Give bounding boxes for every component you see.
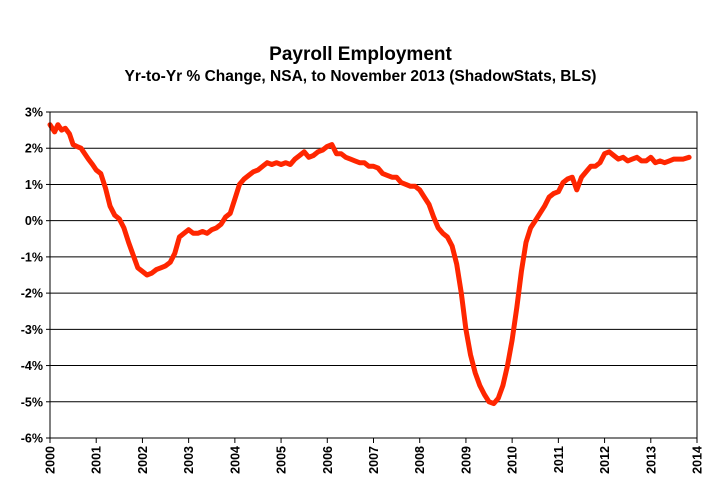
x-tick-label: 2002 xyxy=(136,446,150,474)
y-tick-label: 3% xyxy=(25,106,43,120)
x-tick-label: 2010 xyxy=(506,446,520,474)
x-axis-ticks: 2000 2001 2002 2003 2004 2005 2006 2007 2008 2009… xyxy=(44,438,705,474)
chart-subtitle: Yr-to-Yr % Change, NSA, to November 2013… xyxy=(124,68,597,85)
plot-area-frame xyxy=(49,111,698,439)
y-tick-label: 0% xyxy=(25,214,43,228)
x-tick-label: 2000 xyxy=(44,446,58,474)
y-tick-label: -4% xyxy=(21,359,43,373)
chart-title: Payroll Employment xyxy=(269,44,452,65)
x-tick-label: 2013 xyxy=(644,446,658,474)
y-tick-label: -6% xyxy=(21,432,43,446)
y-tick-label: -5% xyxy=(21,395,43,409)
x-tick-label: 2009 xyxy=(459,446,473,474)
series-line-payroll xyxy=(47,122,692,407)
y-axis-ticks: 3% 2% 1% 0% -1% -2% -3% -4% -5% -6% xyxy=(21,106,50,446)
x-tick-label: 2006 xyxy=(321,446,335,474)
y-tick-label: -3% xyxy=(21,323,43,337)
y-tick-label: -2% xyxy=(21,287,43,301)
x-tick-label: 2014 xyxy=(691,446,705,474)
x-tick-label: 2003 xyxy=(182,446,196,474)
x-tick-label: 2012 xyxy=(598,446,612,474)
y-tick-label: 1% xyxy=(25,178,43,192)
x-tick-label: 2001 xyxy=(90,446,104,474)
x-tick-label: 2008 xyxy=(413,446,427,474)
y-tick-label: -1% xyxy=(21,250,43,264)
x-tick-label: 2007 xyxy=(367,446,381,474)
x-tick-label: 2004 xyxy=(228,446,242,474)
y-tick-label: 2% xyxy=(25,142,43,156)
x-tick-label: 2005 xyxy=(275,446,289,474)
x-tick-label: 2011 xyxy=(552,446,566,473)
series-layer xyxy=(47,122,692,407)
